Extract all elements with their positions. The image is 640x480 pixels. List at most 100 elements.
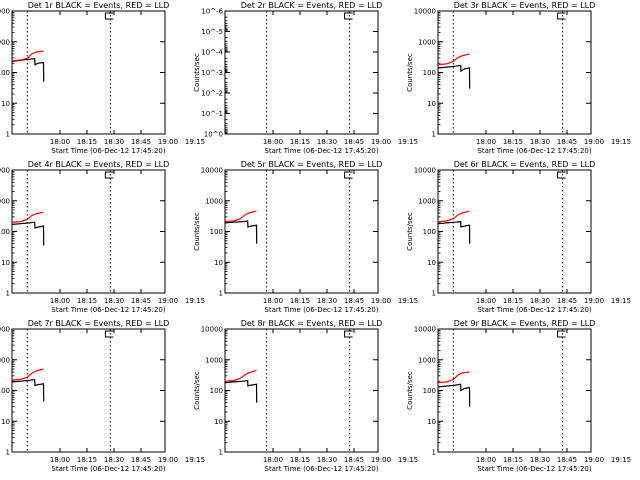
series-events bbox=[437, 220, 471, 244]
y-tick-label: 1 bbox=[432, 449, 436, 457]
x-axis-label: Start Time (06-Dec-12 17:45:20) bbox=[477, 147, 591, 155]
y-axis-label: Counts/sec bbox=[193, 212, 201, 251]
x-tick-label: 18:45 bbox=[557, 138, 577, 146]
x-tick-label: 18:45 bbox=[557, 297, 577, 305]
x-axis-label: Start Time (06-Dec-12 17:45:20) bbox=[264, 306, 378, 314]
series-lld bbox=[437, 210, 470, 223]
x-tick-label: 18:15 bbox=[77, 138, 97, 146]
y-tick-label: 10000 bbox=[414, 167, 436, 175]
panel-title: Det 7r BLACK = Events, RED = LLD bbox=[28, 319, 170, 328]
x-tick-label: 18:30 bbox=[104, 138, 124, 146]
x-tick-label: 18:30 bbox=[104, 297, 124, 305]
x-axis-label: Start Time (06-Dec-12 17:45:20) bbox=[51, 147, 165, 155]
panel-det-9r: Det 9r BLACK = Events, RED = LLD 1 10 100 10… bbox=[406, 319, 631, 473]
y-tick-label: 10^-6 bbox=[201, 8, 223, 16]
bracket-marker bbox=[104, 330, 114, 338]
x-tick-label: 18:30 bbox=[530, 138, 550, 146]
y-axis-label: Counts/sec bbox=[406, 212, 414, 251]
bracket-marker bbox=[557, 12, 566, 20]
plot-frame bbox=[224, 328, 379, 453]
x-tick-label: 18:45 bbox=[344, 456, 364, 464]
y-tick-label: 10 bbox=[427, 100, 436, 108]
panel-det-1r: Det 1r BLACK = Events, RED = LLD 1 10 100 10… bbox=[0, 1, 205, 155]
plot-frame bbox=[224, 169, 379, 294]
plot-frame bbox=[437, 169, 592, 294]
bracket-marker bbox=[344, 171, 353, 179]
x-axis-label: Start Time (06-Dec-12 17:45:20) bbox=[264, 465, 378, 473]
x-tick-label: 18:00 bbox=[476, 297, 496, 305]
bracket-marker bbox=[557, 171, 566, 179]
x-tick-label: 18:00 bbox=[263, 456, 283, 464]
series-events bbox=[11, 379, 45, 402]
series-lld bbox=[224, 369, 257, 382]
panel-title: Det 2r BLACK = Events, RED = LLD bbox=[241, 1, 383, 10]
y-tick-label: 1000 bbox=[418, 356, 436, 364]
series-lld bbox=[437, 371, 470, 384]
x-tick-label: 19:15 bbox=[185, 138, 205, 146]
panel-det-8r: Det 8r BLACK = Events, RED = LLD 1 10 100 10… bbox=[193, 319, 418, 473]
x-tick-label: 18:30 bbox=[317, 456, 337, 464]
y-tick-label: 10 bbox=[427, 418, 436, 426]
x-tick-label: 18:15 bbox=[503, 456, 523, 464]
panel-title: Det 4r BLACK = Events, RED = LLD bbox=[28, 160, 170, 169]
y-axis-label: Counts/sec bbox=[406, 371, 414, 410]
x-axis-label: Start Time (06-Dec-12 17:45:20) bbox=[477, 465, 591, 473]
y-tick-label: 1000 bbox=[205, 197, 223, 205]
y-tick-label: 1000 bbox=[418, 38, 436, 46]
x-tick-label: 18:00 bbox=[50, 456, 70, 464]
plot-frame bbox=[224, 10, 379, 135]
x-tick-label: 18:45 bbox=[344, 138, 364, 146]
y-tick-label: 1 bbox=[219, 290, 223, 298]
y-tick-label: 10^-2 bbox=[201, 90, 223, 98]
x-tick-label: 19:15 bbox=[611, 456, 631, 464]
x-axis-label: Start Time (06-Dec-12 17:45:20) bbox=[51, 465, 165, 473]
panel-det-5r: Det 5r BLACK = Events, RED = LLD 1 10 100 10… bbox=[193, 160, 418, 314]
y-tick-label: 10^-3 bbox=[201, 69, 223, 77]
y-tick-label: 1 bbox=[6, 131, 10, 139]
x-tick-label: 19:00 bbox=[371, 297, 391, 305]
bracket-marker bbox=[344, 12, 353, 20]
y-tick-label: 1 bbox=[6, 290, 10, 298]
x-tick-label: 19:15 bbox=[398, 138, 418, 146]
plot-frame bbox=[11, 10, 166, 135]
y-axis-label: Counts/sec bbox=[193, 371, 201, 410]
x-tick-label: 19:00 bbox=[584, 297, 604, 305]
y-tick-label: 10000 bbox=[414, 8, 436, 16]
x-tick-label: 19:15 bbox=[611, 297, 631, 305]
x-tick-label: 18:15 bbox=[77, 297, 97, 305]
x-tick-label: 19:15 bbox=[398, 456, 418, 464]
panel-title: Det 1r BLACK = Events, RED = LLD bbox=[28, 1, 170, 10]
panel-title: Det 6r BLACK = Events, RED = LLD bbox=[454, 160, 596, 169]
y-tick-label: 10 bbox=[1, 100, 10, 108]
series-lld bbox=[437, 53, 470, 66]
y-axis-label: Counts/sec bbox=[406, 53, 414, 92]
series-lld bbox=[224, 210, 257, 223]
y-tick-label: 10^0 bbox=[204, 131, 223, 139]
y-tick-label: 10000 bbox=[0, 8, 10, 16]
panel-title: Det 9r BLACK = Events, RED = LLD bbox=[454, 319, 596, 328]
y-tick-label: 100 bbox=[210, 387, 223, 395]
panel-title: Det 5r BLACK = Events, RED = LLD bbox=[241, 160, 383, 169]
series-lld bbox=[11, 50, 44, 62]
y-tick-label: 10^-4 bbox=[201, 49, 223, 57]
panel-det-2r: Det 2r BLACK = Events, RED = LLD 10^0 10^-… bbox=[193, 1, 418, 155]
x-tick-label: 19:00 bbox=[584, 138, 604, 146]
y-tick-label: 100 bbox=[423, 387, 436, 395]
x-tick-label: 18:30 bbox=[530, 456, 550, 464]
bracket-marker bbox=[104, 171, 114, 179]
panel-det-3r: Det 3r BLACK = Events, RED = LLD 1 10 100 10… bbox=[406, 1, 631, 155]
panel-title: Det 3r BLACK = Events, RED = LLD bbox=[454, 1, 596, 10]
x-tick-label: 18:30 bbox=[104, 456, 124, 464]
x-tick-label: 18:00 bbox=[263, 138, 283, 146]
y-tick-label: 10 bbox=[214, 259, 223, 267]
x-tick-label: 19:15 bbox=[398, 297, 418, 305]
x-tick-label: 18:00 bbox=[50, 138, 70, 146]
bracket-marker bbox=[104, 12, 114, 20]
y-tick-label: 100 bbox=[423, 228, 436, 236]
x-tick-label: 18:15 bbox=[503, 138, 523, 146]
x-tick-label: 18:45 bbox=[557, 456, 577, 464]
x-tick-label: 19:00 bbox=[158, 138, 178, 146]
x-tick-label: 19:15 bbox=[185, 456, 205, 464]
y-tick-label: 1000 bbox=[0, 356, 10, 364]
